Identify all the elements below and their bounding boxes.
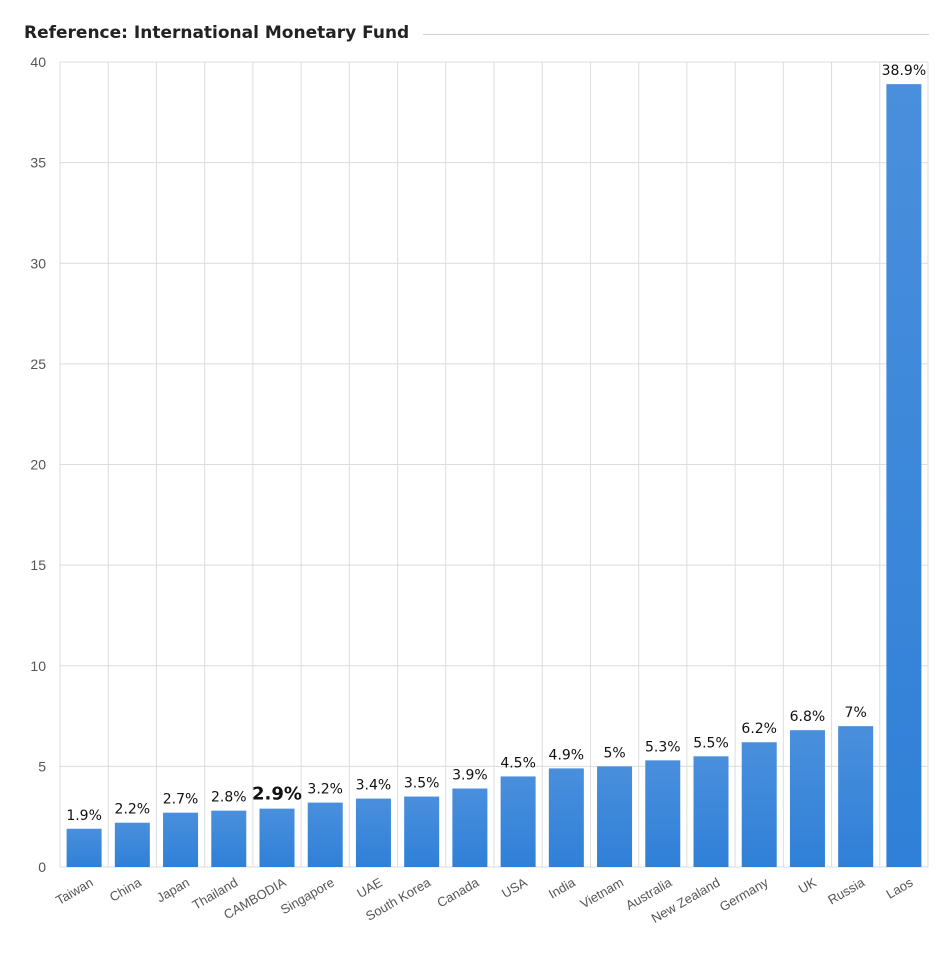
bar (886, 84, 922, 867)
bar (307, 802, 343, 867)
chart-header: Reference: International Monetary Fund (24, 18, 929, 48)
data-label: 3.5% (404, 776, 440, 792)
data-label: 5.3% (645, 739, 681, 755)
bar (548, 768, 584, 867)
x-tick-label: Russia (825, 874, 868, 907)
x-tick-label: Taiwan (53, 875, 96, 908)
x-tick-label: Germany (717, 874, 771, 914)
x-tick-label: Japan (154, 875, 192, 906)
bar (645, 760, 681, 867)
y-tick-label: 20 (30, 457, 46, 473)
bar (114, 822, 150, 867)
data-label: 2.8% (211, 790, 247, 806)
bar (259, 808, 295, 867)
x-tick-label: Canada (434, 874, 482, 910)
x-tick-label: Laos (883, 874, 915, 901)
data-label: 2.2% (115, 802, 151, 818)
x-tick-label: UAE (354, 874, 385, 901)
bar (355, 798, 391, 867)
data-label: 38.9% (882, 63, 926, 79)
bar (163, 812, 199, 867)
data-label: 6.8% (790, 709, 826, 725)
chart-title: Reference: International Monetary Fund (24, 23, 410, 43)
data-label: 5% (603, 745, 625, 761)
x-tick-label: UK (796, 874, 819, 896)
bar (597, 766, 633, 867)
y-tick-label: 10 (30, 658, 46, 674)
y-tick-label: 5 (38, 758, 46, 774)
data-label: 4.5% (500, 755, 536, 771)
title-divider (423, 33, 929, 35)
data-label: 3.4% (356, 778, 392, 794)
bar (404, 796, 440, 867)
y-tick-label: 30 (30, 255, 46, 271)
y-tick-label: 40 (30, 54, 46, 70)
x-tick-label: India (546, 874, 579, 901)
bar (789, 730, 825, 867)
data-label: 6.2% (741, 721, 777, 737)
data-label: 2.7% (163, 792, 199, 808)
data-label: 7% (845, 705, 867, 721)
bar (500, 776, 536, 867)
bar (452, 788, 488, 867)
x-tick-label: USA (499, 874, 530, 901)
y-tick-label: 35 (30, 155, 46, 171)
x-tick-label: China (107, 874, 145, 904)
data-label: 3.2% (307, 782, 343, 798)
bar (838, 726, 874, 867)
bar (741, 742, 777, 867)
data-label: 2.9% (252, 784, 302, 805)
y-tick-label: 0 (38, 859, 46, 875)
data-label: 5.5% (693, 735, 729, 751)
x-tick-label: Vietnam (577, 875, 626, 912)
data-label: 4.9% (549, 747, 585, 763)
bar (211, 810, 247, 867)
data-label: 3.9% (452, 768, 488, 784)
data-label: 1.9% (66, 808, 102, 824)
y-tick-label: 15 (30, 557, 46, 573)
y-tick-label: 25 (30, 356, 46, 372)
bar (693, 756, 729, 867)
x-tick-label: Singapore (278, 875, 337, 918)
bar (66, 828, 102, 867)
